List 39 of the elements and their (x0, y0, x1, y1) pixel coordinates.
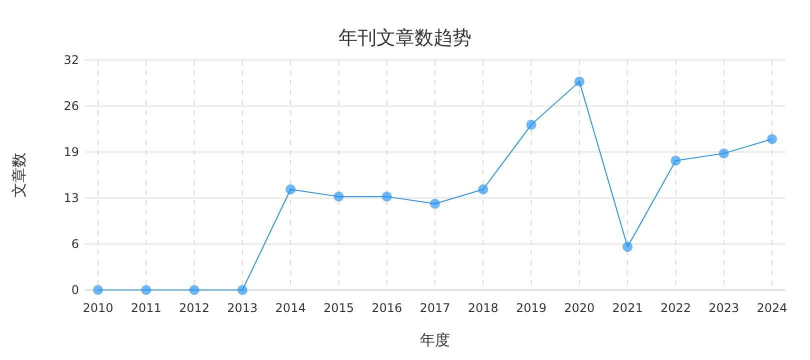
point (334, 192, 344, 202)
x-tick-label: 2020 (564, 301, 595, 315)
y-tick-label: 0 (71, 283, 79, 297)
point (574, 76, 584, 87)
y-tick-label: 26 (64, 99, 79, 113)
y-axis-title: 文章数 (10, 152, 28, 198)
point (237, 285, 248, 295)
y-tick-label: 19 (64, 145, 79, 159)
point (286, 184, 296, 194)
point (141, 285, 152, 295)
x-tick-label: 2023 (708, 301, 740, 315)
point (622, 242, 633, 252)
x-tick-label: 2018 (468, 301, 498, 315)
x-tick-label: 2012 (179, 301, 210, 315)
x-tick-label: 2022 (660, 301, 691, 315)
x-tick-label: 2013 (227, 301, 258, 315)
point (93, 285, 103, 295)
x-tick-label: 2015 (323, 301, 354, 315)
point (382, 192, 392, 202)
point (430, 198, 440, 209)
y-tick-label: 13 (64, 191, 79, 205)
x-tick-label: 2016 (372, 301, 402, 315)
y-tick-label: 32 (64, 53, 79, 67)
point (767, 134, 777, 144)
x-tick-label: 2014 (275, 301, 306, 315)
y-tick-label: 6 (71, 237, 79, 251)
x-tick-label: 2017 (420, 301, 450, 315)
x-tick-label: 2019 (516, 301, 547, 315)
x-tick-label: 2021 (612, 301, 643, 315)
point (670, 156, 681, 166)
x-axis-title: 年度 (420, 331, 450, 349)
x-tick-label: 2010 (82, 301, 114, 315)
chart-title: 年刊文章数趋势 (338, 27, 472, 49)
point (189, 285, 200, 295)
point (718, 148, 729, 158)
x-tick-label: 2011 (130, 301, 162, 315)
point (478, 184, 488, 194)
point (526, 120, 536, 130)
x-tick-label: 2024 (756, 301, 788, 315)
